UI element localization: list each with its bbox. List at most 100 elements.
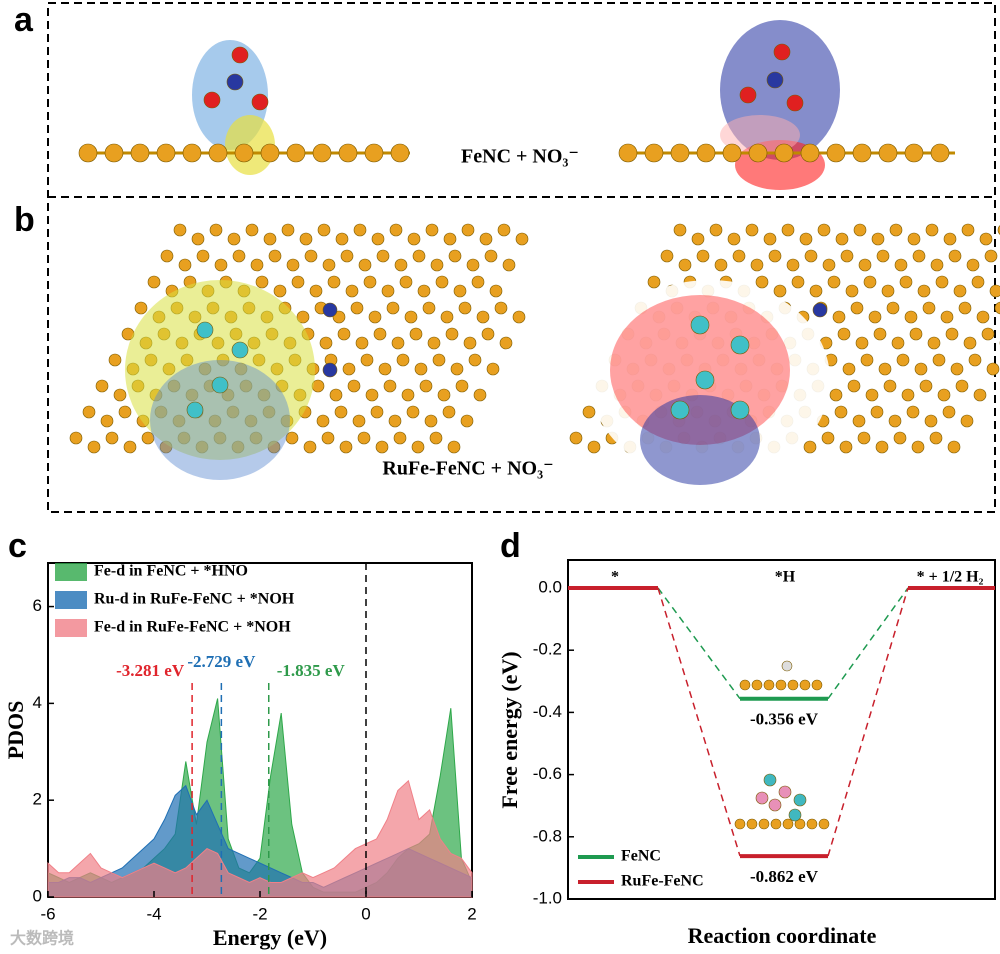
atom bbox=[321, 431, 335, 445]
atom bbox=[569, 431, 583, 445]
x-tick-label: 0 bbox=[361, 904, 370, 923]
atom bbox=[299, 232, 313, 246]
atom bbox=[963, 336, 977, 350]
atom bbox=[955, 379, 969, 393]
atom bbox=[886, 301, 900, 315]
atom bbox=[773, 43, 791, 61]
atom bbox=[432, 353, 446, 367]
atom bbox=[401, 388, 415, 402]
atom bbox=[940, 310, 954, 324]
atom bbox=[352, 414, 366, 428]
atom bbox=[440, 310, 454, 324]
atom bbox=[515, 232, 529, 246]
atom bbox=[337, 327, 351, 341]
atom bbox=[342, 362, 356, 376]
atom bbox=[839, 440, 853, 454]
atom bbox=[364, 143, 384, 163]
watermark: 大数跨境 bbox=[10, 929, 74, 948]
structures bbox=[69, 20, 1000, 830]
atom bbox=[182, 143, 202, 163]
atom bbox=[358, 258, 372, 272]
atom bbox=[471, 275, 485, 289]
atom bbox=[582, 405, 596, 419]
atom bbox=[345, 284, 359, 298]
atom bbox=[647, 275, 661, 289]
atom bbox=[394, 258, 408, 272]
atom bbox=[751, 679, 763, 691]
atom bbox=[924, 414, 938, 428]
atom bbox=[381, 284, 395, 298]
atom bbox=[105, 431, 119, 445]
atom bbox=[909, 327, 923, 341]
panel-label: a bbox=[14, 1, 34, 39]
atom bbox=[486, 362, 500, 376]
atom bbox=[770, 818, 782, 830]
x-tick-label: 2 bbox=[467, 904, 476, 923]
atom bbox=[375, 440, 389, 454]
atom bbox=[889, 223, 903, 237]
atom bbox=[673, 223, 687, 237]
atom bbox=[937, 388, 951, 402]
atom bbox=[363, 275, 377, 289]
atom bbox=[803, 440, 817, 454]
atom bbox=[930, 143, 950, 163]
atom bbox=[829, 388, 843, 402]
atom bbox=[409, 327, 423, 341]
atom bbox=[730, 335, 750, 355]
atom bbox=[943, 232, 957, 246]
atom bbox=[947, 440, 961, 454]
atom bbox=[973, 388, 987, 402]
legend-label: Ru-d in RuFe-FeNC + *NOH bbox=[94, 591, 295, 608]
atom bbox=[316, 414, 330, 428]
connector bbox=[657, 587, 741, 700]
atom bbox=[437, 388, 451, 402]
atom bbox=[793, 793, 807, 807]
atom bbox=[108, 353, 122, 367]
y-axis-label: PDOS bbox=[3, 701, 28, 760]
atom bbox=[989, 284, 1000, 298]
atom bbox=[927, 336, 941, 350]
atom bbox=[860, 353, 874, 367]
connector bbox=[827, 587, 909, 700]
atom bbox=[251, 93, 269, 111]
atom bbox=[888, 414, 902, 428]
atom bbox=[758, 818, 770, 830]
atom bbox=[388, 414, 402, 428]
atom bbox=[312, 143, 332, 163]
atom bbox=[350, 301, 364, 315]
atom bbox=[430, 258, 444, 272]
atom bbox=[781, 223, 795, 237]
atom bbox=[739, 86, 757, 104]
atom bbox=[286, 258, 300, 272]
atom bbox=[95, 379, 109, 393]
atom bbox=[411, 440, 425, 454]
atom bbox=[303, 440, 317, 454]
atom bbox=[373, 327, 387, 341]
atom bbox=[468, 353, 482, 367]
atom bbox=[208, 143, 228, 163]
atom bbox=[476, 310, 490, 324]
atom bbox=[896, 353, 910, 367]
atom bbox=[827, 275, 841, 289]
atom bbox=[791, 275, 805, 289]
atom bbox=[87, 440, 101, 454]
atom bbox=[942, 405, 956, 419]
atom bbox=[875, 440, 889, 454]
panel-label: d bbox=[500, 527, 521, 565]
category-label: *H bbox=[775, 569, 796, 586]
atom bbox=[812, 302, 828, 318]
atom bbox=[696, 249, 710, 263]
atom bbox=[878, 143, 898, 163]
atom bbox=[461, 223, 475, 237]
atom bbox=[250, 258, 264, 272]
atom bbox=[100, 414, 114, 428]
connector bbox=[657, 587, 741, 857]
atom bbox=[976, 310, 990, 324]
atom bbox=[832, 310, 846, 324]
atom bbox=[156, 143, 176, 163]
atom bbox=[232, 249, 246, 263]
atom bbox=[811, 679, 823, 691]
atom bbox=[281, 223, 295, 237]
atom bbox=[911, 440, 925, 454]
atom bbox=[173, 223, 187, 237]
